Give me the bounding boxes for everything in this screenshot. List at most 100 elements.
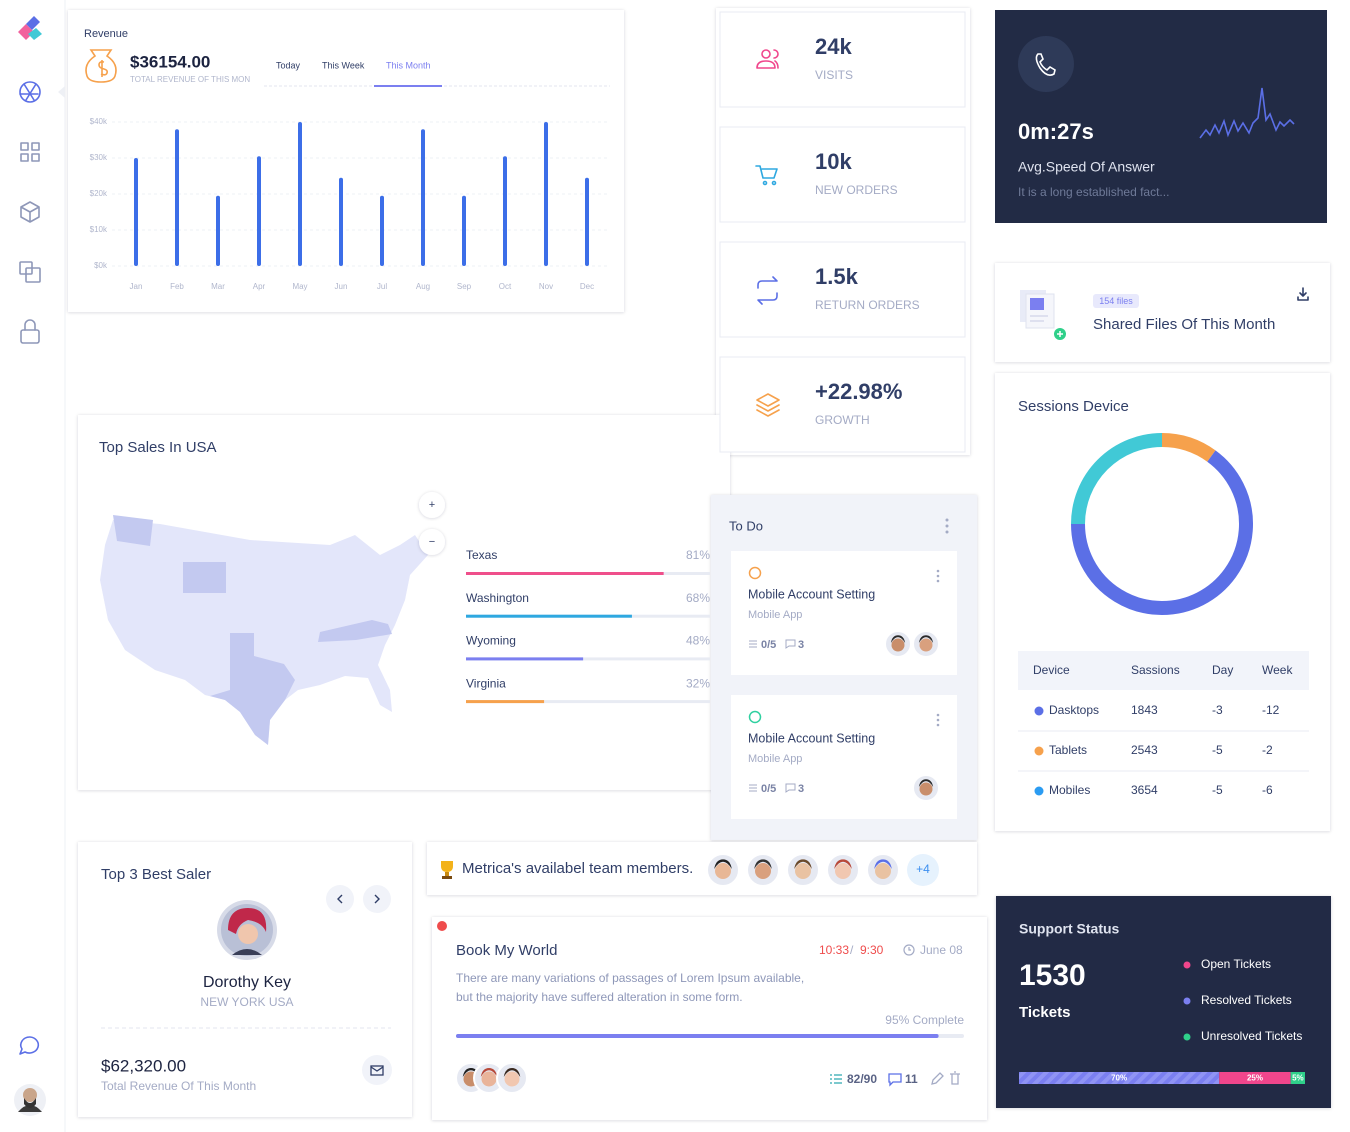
task-menu-dot [936,579,940,583]
comment-icon [888,1073,902,1087]
zoom-button[interactable] [419,529,445,555]
speed-text: It is a long established fact... [1018,185,1169,199]
table-cell: -12 [1262,703,1280,717]
table-cell: Tablets [1049,743,1087,757]
ticket-bar-label: 25% [1247,1074,1263,1083]
nav-box[interactable] [20,201,40,223]
state-percent: 68% [686,591,710,605]
x-tick-label: Apr [253,282,266,291]
avatar-hair [714,859,732,869]
nav-chat[interactable] [19,1036,40,1055]
stat-box [719,356,966,453]
y-tick-label: $10k [90,225,108,234]
x-tick-label: Feb [170,282,184,291]
download-button[interactable] [1297,287,1309,301]
more-members[interactable] [907,854,939,886]
revenue-subtitle: TOTAL REVENUE OF THIS MONTH [130,75,261,84]
layers-icon [756,393,780,417]
table-cell: Mobiles [1049,783,1090,797]
stat-label: GROWTH [815,413,870,427]
card-title: Top Sales In USA [99,439,217,456]
user-avatar[interactable] [14,1084,46,1116]
stat-value: 24k [815,34,852,59]
book-description: There are many variations of passages of… [456,971,804,985]
bar [298,122,302,266]
x-tick-label: Jul [377,282,387,291]
tab[interactable]: This Month [386,60,431,70]
task-title: Mobile Account Setting [748,587,875,601]
cart-icon [755,165,778,186]
table-cell: 1843 [1131,703,1158,717]
sparkline [1199,87,1295,139]
progress-bar [466,614,632,618]
ticket-bar [1219,1072,1291,1084]
next-button[interactable] [363,885,391,913]
files-badge: 154 files [1099,296,1133,306]
book-comments: 11 [905,1072,918,1086]
x-tick-label: Dec [580,282,594,291]
nav-indicator [58,86,65,98]
edit-button[interactable] [931,1072,944,1085]
ticket-bar-label: 5% [1292,1074,1304,1083]
avatar-hair [834,859,852,869]
legend-label: Resolved Tickets [1201,993,1292,1007]
nav-lock[interactable] [20,319,40,344]
stat-label: NEW ORDERS [815,183,898,197]
nav-analytics[interactable] [19,81,41,103]
y-tick-label: $40k [90,117,108,126]
card-title: Top 3 Best Saler [101,866,211,883]
task-status[interactable] [748,710,762,724]
legend-label: Open Tickets [1201,957,1271,971]
stat-label: VISITS [815,68,853,82]
comment-icon [785,783,796,793]
state-name: Virginia [466,676,506,690]
task-comments: 3 [798,639,804,651]
bar [462,195,466,266]
y-tick-label: $0k [94,261,108,270]
avatar-face [891,638,905,652]
nav-apps[interactable] [20,142,40,162]
task-menu-dot [936,718,940,722]
time-separator: / [850,943,854,957]
table-cell: -3 [1212,703,1223,717]
todo-menu[interactable] [945,518,949,534]
task-menu-dot [936,713,940,717]
progress-bar [456,1034,939,1038]
card-title: Revenue [84,28,128,40]
bar [585,177,589,266]
x-tick-label: Jun [335,282,348,291]
table-cell: Dasktops [1049,703,1099,717]
delete-button[interactable] [950,1071,960,1085]
state-name: Texas [466,548,497,562]
tab[interactable]: Today [276,60,301,70]
stat-box [719,11,966,108]
prev-button[interactable] [326,885,354,913]
checklist-icon [749,640,757,648]
mail-button[interactable] [362,1055,392,1085]
x-tick-label: Oct [499,282,512,291]
book-description: but the majority have suffered alteratio… [456,990,743,1004]
zoom-button[interactable] [419,492,445,518]
donut-segment [1161,433,1216,462]
book-tasks: 82/90 [847,1072,877,1086]
progress-track [466,657,710,661]
saler-location: NEW YORK USA [200,995,293,1009]
table-header: Day [1212,663,1233,677]
task-status[interactable] [748,566,762,580]
sidebar [14,0,66,1132]
progress-bar [466,700,545,704]
stat-value: 1.5k [815,264,859,289]
tab[interactable]: This Week [322,60,365,70]
nav-copy[interactable] [19,261,41,283]
usa-map [100,515,428,745]
x-tick-label: Aug [416,282,430,291]
legend-dot [1183,1033,1191,1041]
task-menu-dot [936,723,940,727]
clock-icon [903,944,915,956]
speed-value: 0m:27s [1018,119,1094,144]
avatar-hair [794,859,812,869]
row-dot [1034,706,1044,716]
stat-box [719,241,966,338]
speed-title: Avg.Speed Of Answer [1018,159,1155,175]
